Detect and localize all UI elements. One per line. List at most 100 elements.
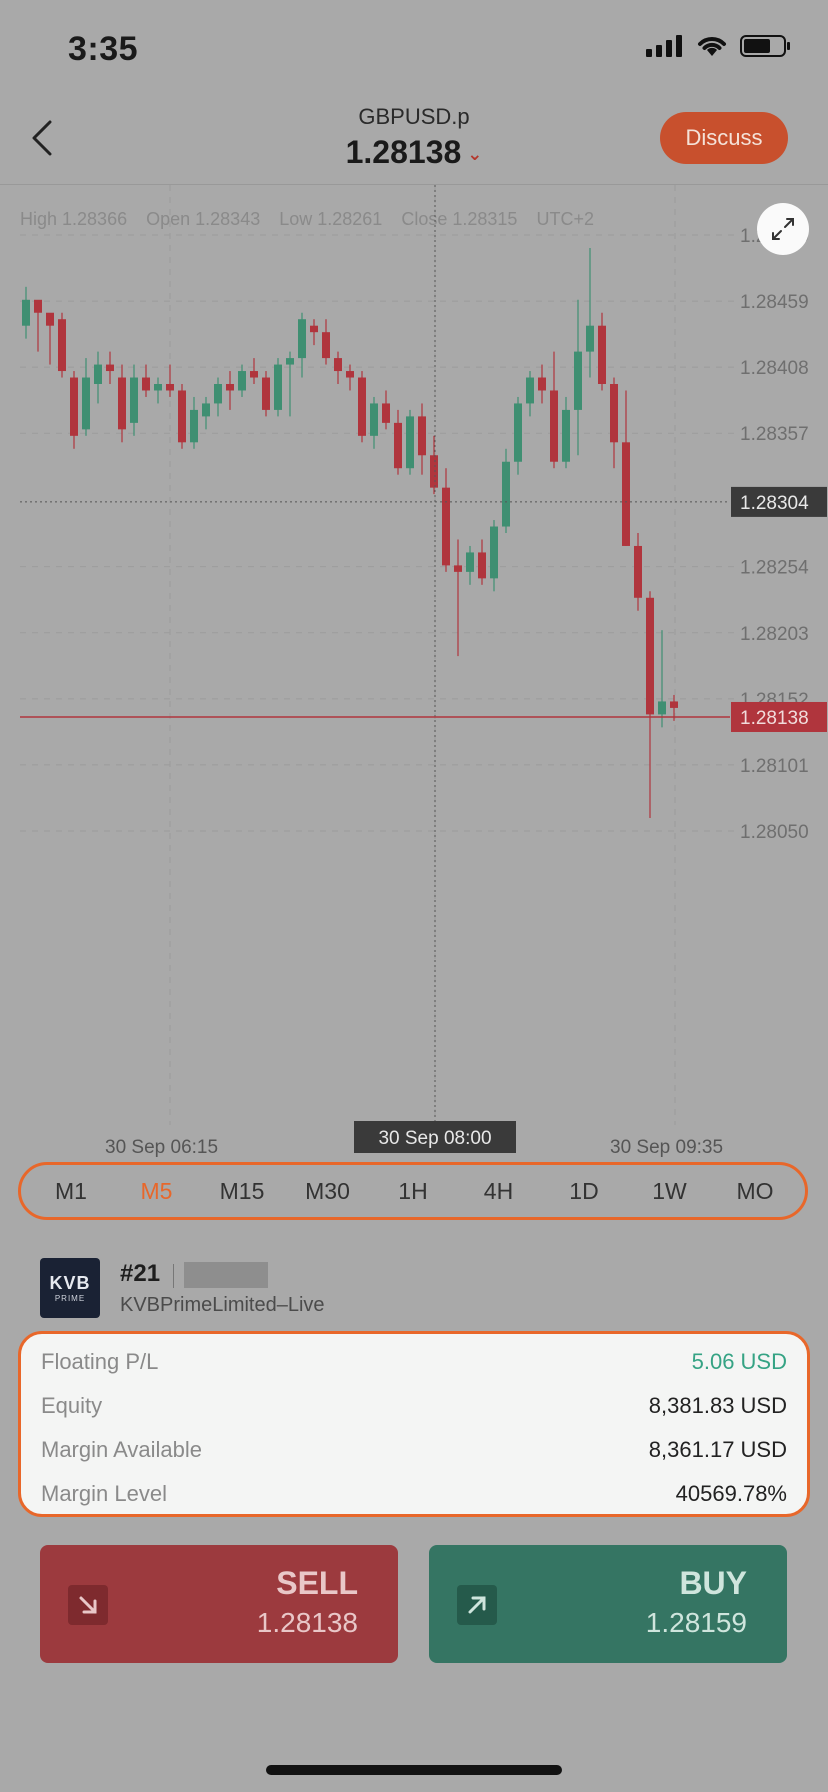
crosshair-price-label: 1.28304 [740, 493, 809, 514]
candle-body [442, 487, 450, 566]
candle-body [142, 377, 150, 391]
candle-body [118, 377, 126, 430]
candle-body [346, 371, 354, 378]
candlestick-chart: 1.285101.284591.284081.283571.282541.282… [20, 185, 827, 1158]
chevron-down-icon: ⌄ [467, 144, 483, 165]
ohlc-close: Close 1.28315 [401, 209, 518, 229]
candle-body [274, 364, 282, 410]
candle-body [166, 384, 174, 391]
candle-body [526, 377, 534, 404]
candle-body [454, 565, 462, 572]
symbol-selector[interactable]: 1.28138 ⌄ [0, 134, 828, 171]
buy-button[interactable]: BUY 1.28159 [429, 1545, 787, 1663]
candle-body [370, 403, 378, 436]
timeframe-m1[interactable]: M1 [55, 1177, 87, 1204]
candle-body [250, 371, 258, 378]
candle-body [514, 403, 522, 462]
candle-body [286, 358, 294, 365]
signal-icon [646, 35, 682, 57]
candle-body [466, 552, 474, 572]
timeframe-m5[interactable]: M5 [140, 1177, 173, 1204]
candle-body [418, 416, 426, 456]
logo-subtext: PRIME [54, 1294, 86, 1303]
candle-body [550, 390, 558, 462]
chart-grid: 1.285101.284591.284081.283571.282541.282… [20, 185, 809, 1125]
battery-icon [740, 35, 790, 57]
stat-value: 8,381.83 USD [648, 1393, 787, 1418]
nav-header: GBPUSD.p 1.28138 ⌄ Discuss [0, 100, 828, 185]
candle-body [94, 364, 102, 384]
arrow-down-right-icon [68, 1585, 108, 1625]
candle-body [190, 409, 198, 443]
candle-body [226, 384, 234, 391]
candle-body [178, 390, 186, 443]
stat-row-equity: Equity 8,381.83 USD [41, 1384, 787, 1428]
y-tick-label: 1.28101 [740, 756, 809, 777]
y-tick-label: 1.28203 [740, 624, 809, 645]
sell-price: 1.28138 [256, 1607, 358, 1638]
stat-label: Margin Available [41, 1437, 203, 1462]
buy-label: BUY [679, 1565, 747, 1601]
ohlc-low: Low 1.28261 [279, 209, 383, 229]
ohlc-open: Open 1.28343 [146, 209, 261, 229]
timeframe-m15[interactable]: M15 [219, 1177, 265, 1204]
candle-body [22, 299, 30, 326]
stat-label: Equity [41, 1393, 103, 1418]
y-tick-label: 1.28357 [740, 424, 809, 445]
fullscreen-button[interactable] [757, 203, 809, 255]
candle-body [358, 377, 366, 436]
timeframe-1d[interactable]: 1D [569, 1177, 599, 1204]
candle-body [238, 371, 246, 391]
crosshair-time-label: 30 Sep 08:00 [378, 1128, 491, 1149]
symbol-name: GBPUSD.p [358, 104, 470, 129]
timeframe-1w[interactable]: 1W [652, 1177, 687, 1204]
stat-row-floating-pl: Floating P/L 5.06 USD [41, 1340, 787, 1384]
stat-row-margin-available: Margin Available 8,361.17 USD [41, 1428, 787, 1472]
candle-body [562, 409, 570, 462]
candle-body [406, 416, 414, 469]
status-bar: 3:35 [0, 0, 828, 100]
timeframe-m30[interactable]: M30 [305, 1177, 350, 1204]
y-tick-label: 1.28408 [740, 358, 809, 379]
candle-body [202, 403, 210, 417]
y-tick-label: 1.28254 [740, 558, 809, 579]
candle-body [382, 403, 390, 423]
candle-body [430, 455, 438, 488]
chevron-left-icon [32, 120, 52, 156]
sell-label: SELL [276, 1565, 358, 1601]
account-stats-panel: Floating P/L 5.06 USD Equity 8,381.83 US… [18, 1331, 810, 1517]
candle-body [658, 701, 666, 715]
candle-body [670, 701, 678, 708]
candle-body [334, 358, 342, 372]
stat-value: 5.06 USD [691, 1349, 787, 1374]
home-indicator[interactable] [266, 1765, 562, 1775]
expand-icon [772, 218, 794, 240]
candle-body [106, 364, 114, 372]
price-chart[interactable]: High 1.28366 Open 1.28343 Low 1.28261 Cl… [0, 185, 828, 1160]
account-number: #21 [120, 1260, 161, 1287]
back-button[interactable] [24, 118, 64, 158]
stat-value: 40569.78% [675, 1481, 787, 1506]
timeframe-1h[interactable]: 1H [398, 1177, 428, 1204]
timeframe-4h[interactable]: 4H [483, 1177, 514, 1204]
timeframe-mo[interactable]: MO [736, 1177, 774, 1204]
candle-body [622, 442, 630, 546]
candle-body [610, 384, 618, 443]
chart-overlays: 1.28304 1.28138 30 Sep 06:15 30 Sep 09:35 30… [20, 185, 827, 1158]
sell-button[interactable]: SELL 1.28138 [40, 1545, 398, 1663]
redacted-account-id [184, 1262, 268, 1288]
candle-body [154, 384, 162, 391]
candle-body [310, 325, 318, 333]
discuss-button[interactable]: Discuss [660, 112, 788, 164]
divider [173, 1264, 174, 1288]
candle-body [502, 461, 510, 527]
candle-body [70, 377, 78, 436]
timeframe-selector: M1 M5 M15 M30 1H 4H 1D 1W MO [18, 1162, 808, 1220]
candle-body [214, 384, 222, 404]
candle-body [322, 332, 330, 359]
candle-body [634, 545, 642, 598]
stat-label: Floating P/L [41, 1349, 159, 1374]
stat-row-margin-level: Margin Level 40569.78% [41, 1472, 787, 1516]
candle-body [646, 597, 654, 715]
